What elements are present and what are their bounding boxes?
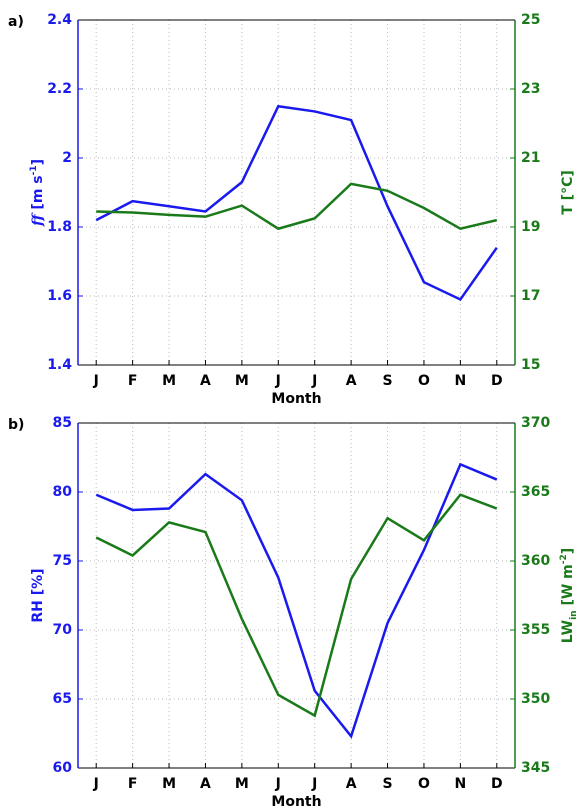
axis-label: T [°C] (560, 170, 576, 215)
y2-tick-label: 370 (521, 415, 550, 431)
label-part: [W m (560, 564, 576, 610)
y-tick-label: 60 (53, 760, 73, 776)
x-tick-label: S (382, 776, 392, 792)
label-part: [m s (30, 175, 46, 214)
y2-tick-label: 350 (521, 691, 550, 707)
y-tick-label: 1.8 (47, 219, 72, 235)
panel-label: b) (8, 417, 24, 433)
x-axis-label: Month (271, 391, 321, 407)
y-tick-label: 70 (53, 622, 73, 638)
label-part: -1 (29, 165, 39, 175)
x-tick-label: A (346, 373, 357, 389)
y-tick-label: 80 (53, 484, 73, 500)
label-part: ff (30, 212, 46, 227)
y-tick-label: 1.6 (47, 288, 72, 304)
series-line (95, 462, 498, 739)
label-part: ] (30, 159, 46, 165)
y2-tick-label: 23 (521, 81, 540, 97)
x-tick-label: A (200, 373, 211, 389)
label-part: LW (560, 620, 576, 643)
x-tick-label: O (418, 776, 430, 792)
axis-label: RH [%] (30, 568, 46, 622)
series-line (95, 493, 498, 718)
panel-label: a) (8, 14, 24, 30)
x-tick-label: M (162, 373, 176, 389)
y2-tick-label: 355 (521, 622, 550, 638)
y-tick-label: 2 (62, 150, 72, 166)
y-tick-label: 85 (53, 415, 72, 431)
x-tick-label: M (235, 373, 249, 389)
y-tick-label: 75 (53, 553, 72, 569)
x-tick-label: J (311, 373, 317, 389)
x-tick-label: J (93, 776, 99, 792)
y2-tick-label: 15 (521, 357, 540, 373)
series-line (95, 104, 498, 302)
label-part: in (569, 610, 579, 620)
x-tick-label: D (491, 776, 503, 792)
x-tick-label: J (93, 373, 99, 389)
y-tick-label: 1.4 (47, 357, 72, 373)
x-tick-label: O (418, 373, 430, 389)
x-tick-label: N (455, 776, 467, 792)
y2-tick-label: 365 (521, 484, 550, 500)
axis-label: LWin [W m-2] (559, 548, 579, 643)
label-part: ] (560, 548, 576, 554)
label-part: -2 (559, 554, 569, 564)
x-tick-label: J (275, 373, 281, 389)
x-tick-label: M (235, 776, 249, 792)
x-tick-label: A (200, 776, 211, 792)
y-tick-label: 2.4 (47, 12, 72, 28)
axis-label: ff [m s-1] (29, 159, 47, 227)
y-tick-label: 65 (53, 691, 72, 707)
x-tick-label: A (346, 776, 357, 792)
x-tick-label: D (491, 373, 503, 389)
x-tick-label: J (275, 776, 281, 792)
label-part: T [°C] (560, 170, 576, 215)
x-tick-label: J (311, 776, 317, 792)
x-tick-label: F (128, 776, 138, 792)
y-tick-label: 2.2 (47, 81, 72, 97)
x-tick-label: S (382, 373, 392, 389)
label-part: RH [%] (30, 568, 46, 622)
series-line (96, 182, 498, 231)
y2-tick-label: 345 (521, 760, 550, 776)
y2-tick-label: 25 (521, 12, 540, 28)
y2-tick-label: 360 (521, 553, 550, 569)
y2-tick-label: 17 (521, 288, 540, 304)
x-axis-label: Month (271, 794, 321, 810)
x-tick-label: N (455, 373, 467, 389)
y2-tick-label: 21 (521, 150, 540, 166)
x-tick-label: M (162, 776, 176, 792)
y2-tick-label: 19 (521, 219, 540, 235)
x-tick-label: F (128, 373, 138, 389)
